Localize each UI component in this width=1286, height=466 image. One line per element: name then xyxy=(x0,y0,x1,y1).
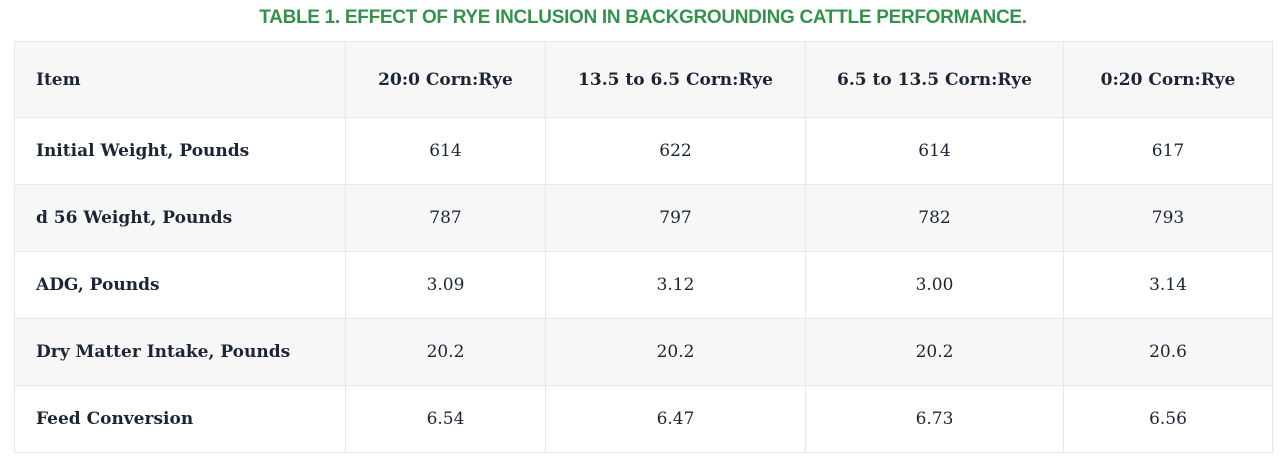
cell-value: 20.2 xyxy=(345,318,546,386)
column-header-item: Item xyxy=(14,41,346,118)
cell-value: 20.2 xyxy=(545,318,806,386)
cell-value: 614 xyxy=(805,117,1064,185)
table-row-feed-conversion: Feed Conversion 6.54 6.47 6.73 6.56 xyxy=(14,385,1273,453)
row-label: Initial Weight, Pounds xyxy=(14,117,346,185)
cell-value: 20.2 xyxy=(805,318,1064,386)
table-row-d56-weight: d 56 Weight, Pounds 787 797 782 793 xyxy=(14,184,1273,252)
cell-value: 6.73 xyxy=(805,385,1064,453)
column-header-13-5-to-6-5: 13.5 to 6.5 Corn:Rye xyxy=(545,41,806,118)
cattle-performance-table: Item 20:0 Corn:Rye 13.5 to 6.5 Corn:Rye … xyxy=(14,41,1273,453)
cell-value: 782 xyxy=(805,184,1064,252)
cell-value: 614 xyxy=(345,117,546,185)
table-row-dry-matter-intake: Dry Matter Intake, Pounds 20.2 20.2 20.2… xyxy=(14,318,1273,386)
cell-value: 3.09 xyxy=(345,251,546,319)
cell-value: 617 xyxy=(1063,117,1273,185)
table-row-adg: ADG, Pounds 3.09 3.12 3.00 3.14 xyxy=(14,251,1273,319)
cell-value: 3.14 xyxy=(1063,251,1273,319)
table-title: TABLE 1. EFFECT OF RYE INCLUSION IN BACK… xyxy=(259,7,1027,28)
column-header-20-0-corn-rye: 20:0 Corn:Rye xyxy=(345,41,546,118)
cell-value: 3.12 xyxy=(545,251,806,319)
cell-value: 793 xyxy=(1063,184,1273,252)
cell-value: 3.00 xyxy=(805,251,1064,319)
cell-value: 797 xyxy=(545,184,806,252)
cell-value: 622 xyxy=(545,117,806,185)
table-row-initial-weight: Initial Weight, Pounds 614 622 614 617 xyxy=(14,117,1273,185)
cell-value: 6.47 xyxy=(545,385,806,453)
table-header-row: Item 20:0 Corn:Rye 13.5 to 6.5 Corn:Rye … xyxy=(14,41,1273,118)
cell-value: 6.56 xyxy=(1063,385,1273,453)
column-header-6-5-to-13-5: 6.5 to 13.5 Corn:Rye xyxy=(805,41,1064,118)
row-label: ADG, Pounds xyxy=(14,251,346,319)
column-header-0-20-corn-rye: 0:20 Corn:Rye xyxy=(1063,41,1273,118)
row-label: d 56 Weight, Pounds xyxy=(14,184,346,252)
row-label: Feed Conversion xyxy=(14,385,346,453)
cell-value: 787 xyxy=(345,184,546,252)
row-label: Dry Matter Intake, Pounds xyxy=(14,318,346,386)
cell-value: 6.54 xyxy=(345,385,546,453)
cell-value: 20.6 xyxy=(1063,318,1273,386)
